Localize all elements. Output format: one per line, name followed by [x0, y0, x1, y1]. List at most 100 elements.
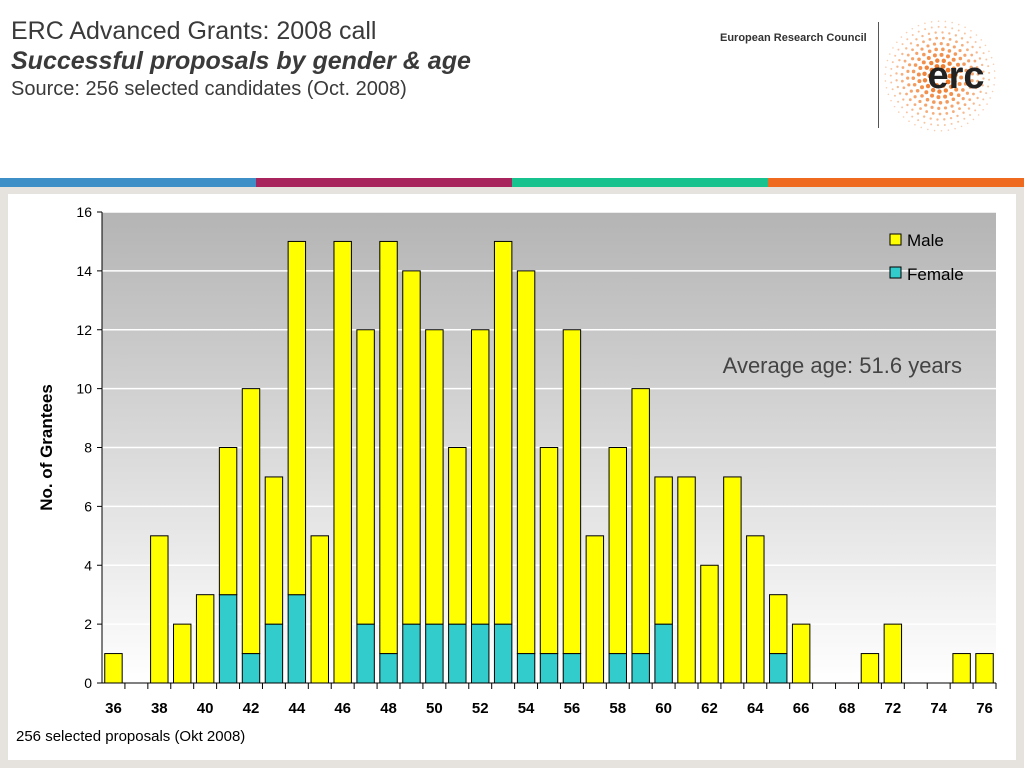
logo-dot	[922, 78, 928, 83]
bar-male	[516, 270, 536, 655]
logo-dot	[970, 53, 974, 57]
logo-dot	[984, 44, 987, 47]
logo-dot	[931, 111, 935, 115]
logo-dot	[934, 64, 940, 69]
logo-dot	[916, 43, 920, 47]
logo-dot	[975, 51, 978, 54]
bar-male	[975, 653, 994, 684]
logo-dot	[912, 82, 917, 87]
logo-dot	[955, 40, 958, 44]
logo-dot	[976, 79, 980, 83]
logo-dot	[900, 36, 903, 38]
logo-dot	[920, 126, 923, 129]
logo-dot	[947, 49, 952, 53]
logo-dot	[951, 27, 954, 30]
logo-dot	[915, 38, 918, 41]
bar-male	[333, 240, 352, 684]
logo-dot	[911, 108, 914, 111]
logo-dot	[954, 87, 959, 92]
logo-dot	[895, 72, 898, 75]
logo-dot	[921, 34, 924, 38]
logo-dot	[951, 21, 953, 24]
bars	[104, 240, 994, 684]
logo-dot	[929, 117, 932, 120]
color-bar-segment	[256, 178, 512, 187]
bar-male	[356, 329, 375, 625]
logo-dot	[915, 88, 920, 93]
logo-dot	[940, 64, 946, 69]
logo-dot	[988, 71, 991, 74]
logo-dot	[973, 59, 977, 63]
logo-dot	[980, 39, 983, 41]
legend: Male Female	[889, 231, 964, 284]
x-tick-label: 50	[426, 700, 443, 717]
logo-dot	[958, 68, 963, 73]
bar-female	[356, 623, 375, 684]
logo-dot	[888, 53, 891, 55]
logo-dot	[940, 129, 943, 132]
logo-dot	[934, 47, 938, 52]
bar-male	[425, 329, 444, 625]
y-tick-labels: 0 2 4 6 8 10 12 14 16	[76, 204, 92, 691]
logo-dot	[951, 97, 956, 102]
logo-dot	[943, 106, 948, 110]
logo-dot	[922, 40, 925, 44]
logo-dot	[927, 128, 929, 131]
x-tick-label: 60	[655, 700, 672, 717]
bar-male	[402, 270, 421, 625]
bar-male	[631, 388, 650, 655]
logo-dot	[932, 100, 936, 104]
legend-label-male: Male	[907, 231, 944, 250]
logo-dot	[913, 103, 917, 107]
bar-female	[516, 653, 536, 684]
logo-dot	[889, 74, 892, 77]
logo-dot	[934, 83, 940, 88]
bar-female	[425, 623, 444, 684]
logo-dot	[917, 30, 920, 33]
logo-dot	[943, 123, 946, 126]
bar-female	[241, 653, 261, 684]
logo-dot	[956, 93, 961, 98]
logo-dot	[978, 46, 981, 49]
bar-male	[585, 535, 605, 684]
logo-dot	[927, 73, 933, 79]
logo-dot	[927, 32, 931, 36]
logo-dot	[979, 90, 982, 94]
logo-dot	[941, 58, 946, 64]
logo-dot	[950, 104, 954, 108]
bar-male	[150, 535, 169, 684]
logo-dot	[896, 85, 900, 89]
logo-dot	[900, 79, 904, 83]
x-tick-label: 74	[930, 700, 947, 717]
logo-dot	[915, 51, 919, 56]
logo-dot	[930, 123, 933, 126]
logo-dot	[947, 61, 952, 66]
logo-dot	[941, 31, 944, 34]
logo-dot	[911, 76, 916, 80]
x-tick-label: 56	[564, 700, 581, 717]
x-tick-label: 58	[609, 700, 626, 717]
y-tick-label: 6	[84, 498, 92, 514]
logo-dot	[950, 122, 953, 125]
logo-dot	[963, 117, 966, 120]
logo-dot	[960, 125, 963, 128]
logo-dots	[884, 20, 996, 132]
bar-male	[723, 476, 742, 684]
logo-dot	[943, 88, 949, 93]
x-tick-label: 72	[885, 700, 902, 717]
logo-dot	[947, 73, 953, 79]
logo-dot	[916, 72, 921, 77]
logo-dot	[891, 88, 894, 91]
logo-dot	[962, 62, 966, 66]
bar-female	[539, 653, 559, 684]
logo-dot	[887, 93, 890, 96]
logo-dot	[968, 85, 973, 89]
logo-dot	[961, 96, 965, 101]
logo-dot	[988, 50, 990, 53]
logo-dot	[917, 24, 920, 27]
logo-dot	[958, 107, 961, 111]
logo-dot	[953, 52, 958, 56]
logo-dot	[896, 65, 899, 68]
logo-dot	[944, 20, 947, 23]
